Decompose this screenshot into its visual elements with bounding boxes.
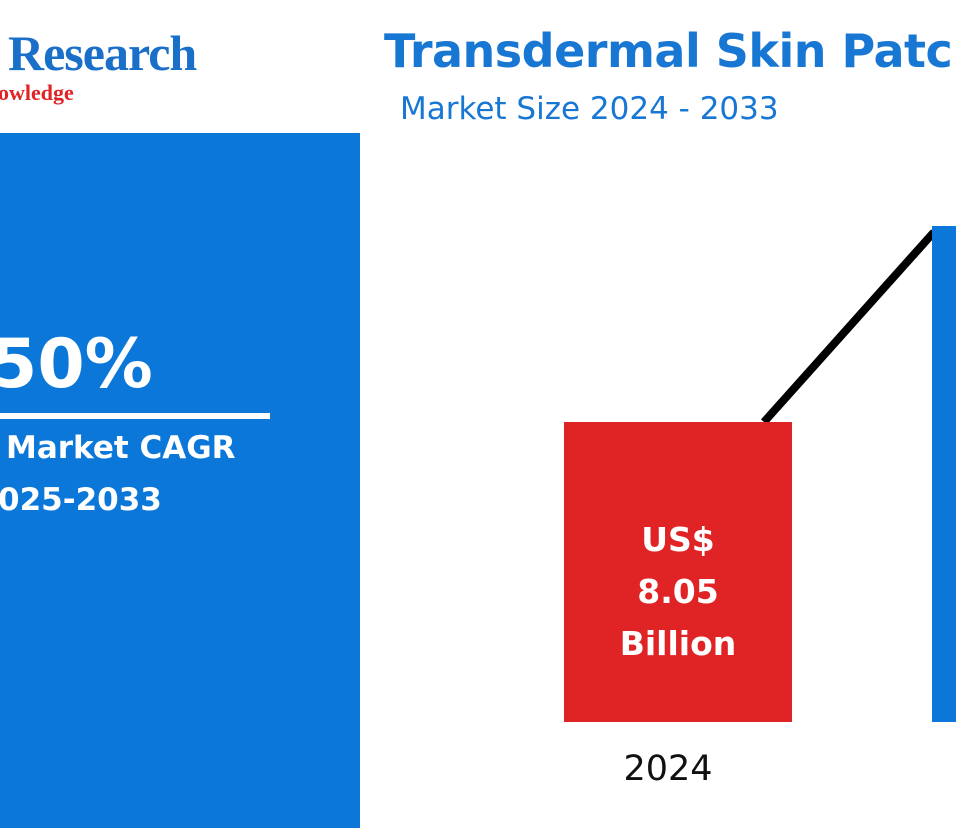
cagr-divider [0, 413, 270, 419]
data-label-unit: Billion [620, 624, 737, 663]
cagr-period: 025-2033 [0, 482, 162, 518]
x-tick-label-2024: 2024 [623, 749, 712, 789]
data-label-value: 8.05 [637, 572, 718, 611]
trend-line [761, 229, 937, 425]
cagr-value: 50% [0, 325, 153, 404]
chart-title: Transdermal Skin Patch [384, 24, 956, 78]
logo-wordmark: Research [8, 25, 197, 81]
bar-2024 [564, 422, 792, 722]
bar-2033 [932, 226, 956, 722]
cagr-panel: 50% Market CAGR 025-2033 [0, 133, 360, 828]
logo-tagline: owledge [0, 80, 74, 105]
cagr-label: Market CAGR [6, 430, 236, 466]
data-label-currency: US$ [641, 520, 715, 559]
chart-subtitle: Market Size 2024 - 2033 [400, 91, 779, 127]
